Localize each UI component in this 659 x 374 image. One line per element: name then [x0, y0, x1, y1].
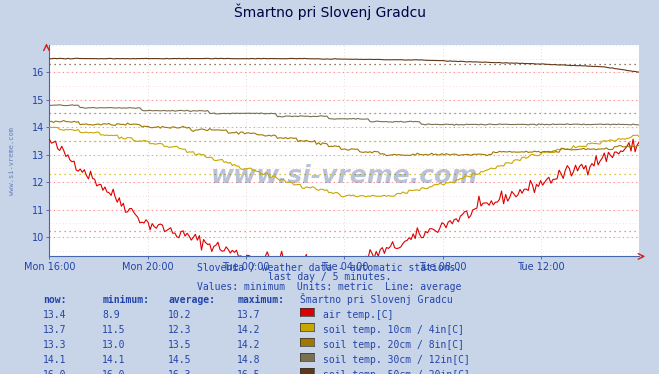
Text: Slovenia / weather data - automatic stations.: Slovenia / weather data - automatic stat… [197, 263, 462, 273]
Text: 14.2: 14.2 [237, 325, 261, 335]
Text: 8.9: 8.9 [102, 310, 120, 320]
Text: 16.3: 16.3 [168, 370, 192, 374]
Text: 13.0: 13.0 [102, 340, 126, 350]
Text: air temp.[C]: air temp.[C] [323, 310, 393, 320]
Text: 14.2: 14.2 [237, 340, 261, 350]
Text: 10.2: 10.2 [168, 310, 192, 320]
Text: www.si-vreme.com: www.si-vreme.com [211, 164, 478, 188]
Text: 14.1: 14.1 [102, 355, 126, 365]
Text: 16.0: 16.0 [43, 370, 67, 374]
Text: 12.3: 12.3 [168, 325, 192, 335]
Text: 13.7: 13.7 [43, 325, 67, 335]
Text: 13.7: 13.7 [237, 310, 261, 320]
Text: www.si-vreme.com: www.si-vreme.com [9, 127, 15, 195]
Text: 11.5: 11.5 [102, 325, 126, 335]
Text: Šmartno pri Slovenj Gradcu: Šmartno pri Slovenj Gradcu [300, 293, 453, 305]
Text: 16.0: 16.0 [102, 370, 126, 374]
Text: 14.1: 14.1 [43, 355, 67, 365]
Text: soil temp. 20cm / 8in[C]: soil temp. 20cm / 8in[C] [323, 340, 464, 350]
Text: Šmartno pri Slovenj Gradcu: Šmartno pri Slovenj Gradcu [233, 3, 426, 20]
Text: last day / 5 minutes.: last day / 5 minutes. [268, 273, 391, 282]
Text: 13.5: 13.5 [168, 340, 192, 350]
Text: maximum:: maximum: [237, 295, 284, 305]
Text: minimum:: minimum: [102, 295, 149, 305]
Text: 16.5: 16.5 [237, 370, 261, 374]
Text: now:: now: [43, 295, 67, 305]
Text: soil temp. 10cm / 4in[C]: soil temp. 10cm / 4in[C] [323, 325, 464, 335]
Text: average:: average: [168, 295, 215, 305]
Text: 13.4: 13.4 [43, 310, 67, 320]
Text: 14.5: 14.5 [168, 355, 192, 365]
Text: soil temp. 50cm / 20in[C]: soil temp. 50cm / 20in[C] [323, 370, 470, 374]
Text: 13.3: 13.3 [43, 340, 67, 350]
Text: soil temp. 30cm / 12in[C]: soil temp. 30cm / 12in[C] [323, 355, 470, 365]
Text: Values: minimum  Units: metric  Line: average: Values: minimum Units: metric Line: aver… [197, 282, 462, 292]
Text: 14.8: 14.8 [237, 355, 261, 365]
